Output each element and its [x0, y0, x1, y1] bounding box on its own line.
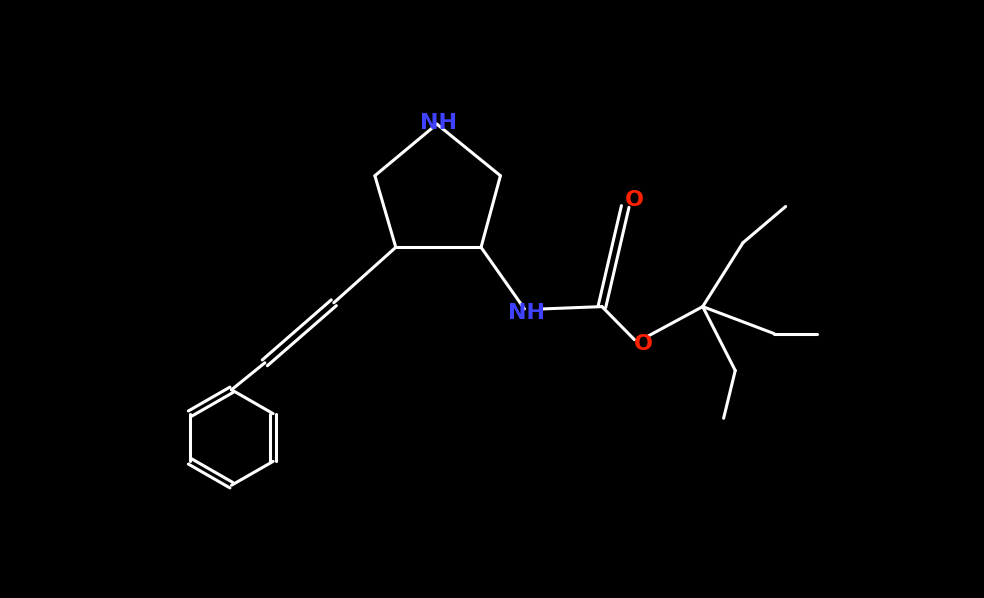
Text: NH: NH: [420, 112, 457, 133]
Text: O: O: [625, 190, 644, 210]
Text: O: O: [635, 334, 653, 353]
Text: NH: NH: [509, 303, 545, 323]
